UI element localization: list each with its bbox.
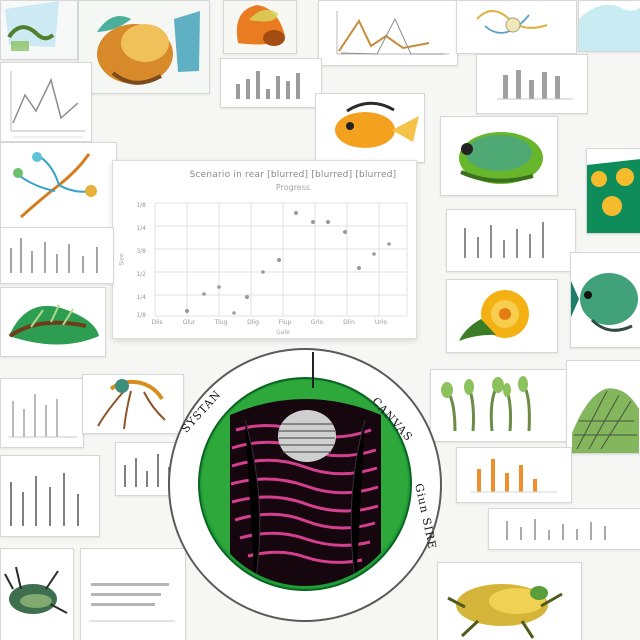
tile-creature-2 [223,0,297,54]
center-chart-title: Scenario in rear [blurred] [blurred] [bl… [189,170,397,180]
center-chart-svg [154,202,408,317]
tile-line-chart-left [0,62,92,142]
tile-chart-top-center [318,0,458,66]
tile-leafy-right [586,148,640,234]
scatter-point [217,285,221,289]
scatter-point [343,230,347,234]
tile-bar-chart-upper-mid [220,58,322,108]
tile-nautilus [446,279,558,353]
y-tick-6: 1/8 [136,312,146,319]
tile-bottom-mid-left [80,548,186,640]
tile-fish-mid [315,93,425,163]
scatter-point [387,242,391,246]
tile-top-right-corner [578,0,640,52]
circle-label-bottom: Giun SIRE [412,482,439,551]
scatter-point [232,311,236,315]
tile-bars-mid-bottom [115,442,179,496]
tile-creature-1 [78,0,210,94]
y-tick-4: 1/2 [136,271,146,278]
tile-frog [440,116,558,196]
tile-left-bottom-chart [0,455,100,537]
scatter-point [261,270,265,274]
circle-label-left: SYSTAN [178,387,224,436]
center-scatter-chart: Scenario in rear [blurred] [blurred] [bl… [112,160,417,339]
scatter-point [277,258,281,262]
tile-roots-mid [82,374,184,434]
x-tick-5: Flup [278,319,292,326]
center-chart-ylabel: Size [118,253,126,266]
x-tick-8: Urlo [374,319,388,326]
x-tick-4: Dlig [247,319,259,326]
tile-lab-flask [0,0,78,60]
tile-left-lower-bars [0,378,84,448]
x-tick-2: Glur [182,319,196,326]
scatter-point [202,292,206,296]
tile-right-lower-chart [488,508,640,550]
center-chart-xlabel: Gale [276,329,290,336]
scatter-point [294,211,298,215]
tile-right-plants [430,369,572,442]
tile-tree-left [0,142,117,228]
y-tick-1: 1/8 [136,202,146,209]
x-tick-6: Grlo [310,319,324,326]
tile-leaf-diagram [0,287,106,357]
tile-mesh-right [566,360,640,454]
tile-left-bars [0,227,114,284]
x-tick-7: Dlin [343,319,355,326]
scatter-point [311,220,315,224]
y-tick-5: 1/4 [136,294,146,301]
scatter-point [245,295,249,299]
scatter-point [372,252,376,256]
scatter-point [326,220,330,224]
scatter-point [184,308,190,314]
tile-top-right-sketch [456,0,577,54]
tile-bar-chart-upper-right [476,54,588,114]
tile-bottom-left-bugs [0,548,74,640]
x-tick-3: Tlug [214,319,228,326]
circle-label-right: CANVAS [369,394,416,445]
center-chart-subtitle: Progress [275,183,311,192]
tile-right-fish [570,252,640,348]
y-tick-2: 1/4 [136,225,146,232]
x-tick-1: Dlis [151,319,163,326]
tile-right-bars-1 [446,209,576,272]
y-tick-3: 3/8 [136,248,146,255]
tile-bottom-right-bug [437,562,582,640]
scatter-point [357,266,361,270]
tile-right-orange-bars [456,447,572,503]
